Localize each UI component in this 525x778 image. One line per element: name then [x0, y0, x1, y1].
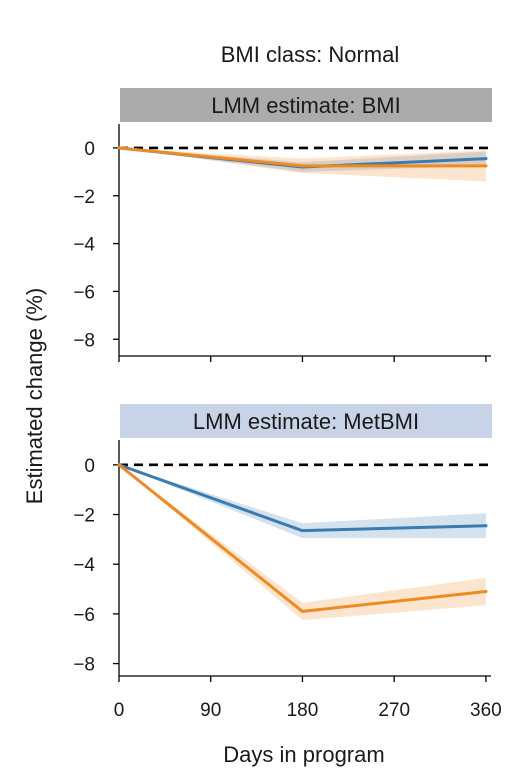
data-point [300, 164, 304, 168]
y-tick-label: −6 [73, 605, 95, 626]
x-tick-label: 90 [200, 700, 221, 721]
x-tick-label: 180 [287, 700, 319, 721]
y-tick-label: 0 [84, 456, 95, 477]
data-point [484, 590, 488, 594]
data-point [300, 529, 304, 533]
y-tick-label: −2 [73, 506, 95, 527]
data-point [117, 463, 121, 467]
data-point [300, 609, 304, 613]
y-tick-label: 0 [84, 139, 95, 160]
x-tick-label: 360 [470, 700, 502, 721]
y-tick-label: −8 [73, 655, 95, 676]
panel-bmi: LMM estimate: BMI 0 −2 −4 −6 −8 [73, 88, 492, 362]
x-tick-label: 270 [378, 700, 410, 721]
y-tick-label: −2 [73, 187, 95, 208]
y-tick-label: −8 [73, 330, 95, 351]
confidence-band [119, 464, 486, 539]
y-tick-label: −6 [73, 282, 95, 303]
y-tick-label: −4 [73, 555, 95, 576]
data-point [484, 164, 488, 168]
panel-metbmi: LMM estimate: MetBMI 0 −2 −4 −6 −8 0 90 180 270 36… [73, 404, 502, 721]
panel-header [120, 404, 492, 438]
figure-title: BMI class: Normal [221, 42, 399, 67]
confidence-band [119, 464, 486, 621]
data-point [484, 157, 488, 161]
x-axis-label: Days in program [223, 742, 384, 767]
data-point [484, 524, 488, 528]
data-point [117, 146, 121, 150]
y-axis-label: Estimated change (%) [22, 288, 47, 504]
x-tick-label: 0 [114, 700, 125, 721]
panel-title: LMM estimate: BMI [211, 93, 400, 118]
y-tick-label: −4 [73, 235, 95, 256]
panel-header [120, 88, 492, 122]
panel-title: LMM estimate: MetBMI [193, 409, 419, 434]
